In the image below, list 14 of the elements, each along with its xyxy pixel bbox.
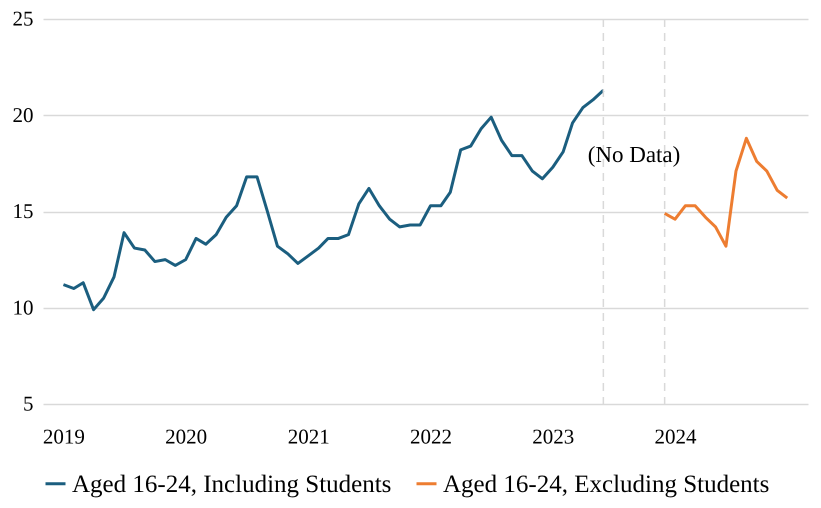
- annotation: (No Data): [588, 142, 680, 167]
- x-tick-label: 2024: [654, 424, 698, 448]
- x-tick-label: 2020: [165, 424, 208, 448]
- x-tick-label: 2022: [410, 424, 452, 448]
- y-tick-label: 15: [12, 199, 34, 223]
- legend-label: Aged 16-24, Including Students: [72, 470, 392, 498]
- x-tick-label: 2023: [532, 424, 574, 448]
- y-tick-label: 20: [12, 102, 34, 127]
- y-tick-label: 5: [23, 392, 34, 416]
- y-tick-label: 10: [12, 295, 34, 320]
- y-tick-label: 25: [12, 6, 34, 30]
- x-tick-label: 2019: [42, 424, 85, 448]
- legend-label: Aged 16-24, Excluding Students: [443, 470, 770, 498]
- x-tick-label: 2021: [288, 424, 330, 448]
